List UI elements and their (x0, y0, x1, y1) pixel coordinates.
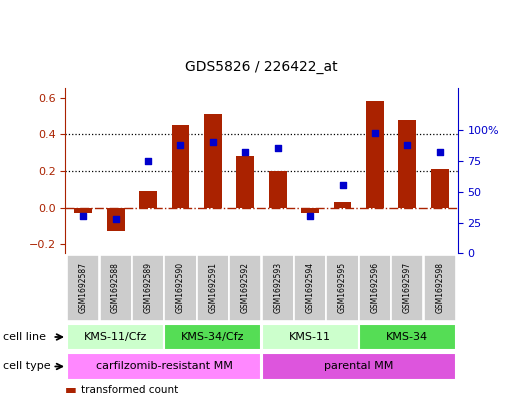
Bar (164, 324, 262, 350)
Text: GSM1692597: GSM1692597 (403, 262, 412, 314)
Text: GSM1692596: GSM1692596 (370, 262, 380, 314)
Bar (391, 255, 424, 321)
Text: KMS-11: KMS-11 (289, 332, 331, 342)
Point (209, 139, 217, 145)
Bar (197, 255, 229, 321)
Text: KMS-34/Cfz: KMS-34/Cfz (181, 332, 245, 342)
Text: cell line: cell line (3, 332, 46, 342)
Text: parental MM: parental MM (324, 362, 393, 371)
Text: transformed count: transformed count (81, 385, 178, 393)
Text: ■: ■ (65, 385, 77, 393)
Bar (172, 125, 189, 208)
Bar (301, 208, 319, 213)
Text: GSM1692595: GSM1692595 (338, 262, 347, 314)
Bar (67, 353, 262, 380)
Point (241, 149, 249, 155)
Bar (67, 255, 99, 321)
Bar (107, 208, 124, 231)
Point (371, 130, 379, 136)
Point (274, 145, 282, 151)
Text: carfilzomib-resistant MM: carfilzomib-resistant MM (96, 362, 233, 371)
Bar (294, 255, 326, 321)
Text: GSM1692594: GSM1692594 (305, 262, 315, 314)
Bar (74, 208, 92, 213)
Text: GSM1692592: GSM1692592 (241, 263, 250, 313)
Bar (269, 171, 287, 208)
Bar (424, 255, 456, 321)
Text: GSM1692591: GSM1692591 (208, 263, 218, 313)
Text: cell type: cell type (3, 362, 50, 371)
Point (436, 149, 444, 155)
Bar (139, 191, 157, 208)
Point (144, 158, 152, 164)
Text: GSM1692589: GSM1692589 (143, 263, 153, 313)
Point (111, 216, 120, 222)
Text: GSM1692593: GSM1692593 (273, 262, 282, 314)
Bar (204, 114, 222, 208)
Bar (236, 156, 254, 208)
Bar (334, 202, 351, 208)
Bar (262, 353, 456, 380)
Text: GSM1692590: GSM1692590 (176, 262, 185, 314)
Bar (326, 255, 359, 321)
Point (306, 213, 314, 219)
Text: GDS5826 / 226422_at: GDS5826 / 226422_at (185, 60, 338, 74)
Bar (132, 255, 164, 321)
Bar (262, 255, 294, 321)
Point (403, 141, 412, 148)
Point (79, 213, 87, 219)
Bar (431, 169, 449, 208)
Bar (366, 101, 384, 208)
Point (176, 141, 185, 148)
Text: KMS-11/Cfz: KMS-11/Cfz (84, 332, 147, 342)
Bar (399, 119, 416, 208)
Bar (67, 324, 164, 350)
Point (338, 182, 347, 189)
Text: GSM1692588: GSM1692588 (111, 263, 120, 313)
Bar (229, 255, 262, 321)
Bar (359, 324, 456, 350)
Bar (164, 255, 197, 321)
Bar (99, 255, 132, 321)
Text: GSM1692598: GSM1692598 (435, 263, 445, 313)
Bar (359, 255, 391, 321)
Text: GSM1692587: GSM1692587 (78, 263, 88, 313)
Bar (262, 324, 359, 350)
Text: KMS-34: KMS-34 (386, 332, 428, 342)
